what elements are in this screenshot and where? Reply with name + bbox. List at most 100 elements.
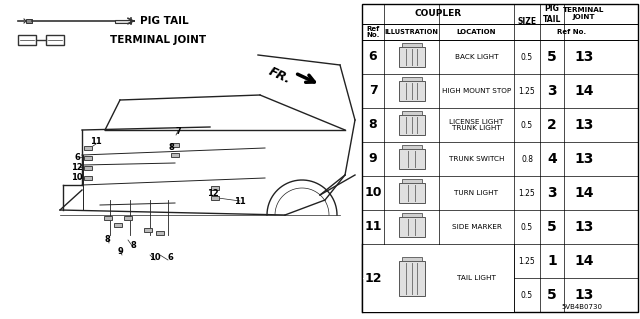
Text: 7: 7 [369,85,378,98]
Text: TERMINAL JOINT: TERMINAL JOINT [110,35,206,45]
Bar [114,223,122,227]
Bar [399,81,424,101]
Text: LICENSE LIGHT
TRUNK LIGHT: LICENSE LIGHT TRUNK LIGHT [449,118,504,131]
Text: PIG
TAIL: PIG TAIL [543,4,561,24]
Bar [401,179,422,183]
Bar [156,231,164,235]
Text: 9: 9 [117,248,123,256]
Bar [399,261,424,295]
Text: FR.: FR. [266,65,293,87]
Text: 0.5: 0.5 [521,222,533,232]
Text: 8: 8 [130,241,136,249]
Bar [399,251,424,271]
Text: 10: 10 [364,187,381,199]
Text: 3: 3 [547,186,557,200]
Bar [211,186,219,190]
Text: 7: 7 [175,127,181,136]
Text: 14: 14 [574,254,594,268]
Bar [401,145,422,149]
Text: 0.5: 0.5 [521,121,533,130]
Text: TERMINAL
JOINT: TERMINAL JOINT [563,8,605,20]
Text: 13: 13 [574,220,594,234]
Text: 9: 9 [369,152,378,166]
Bar [401,256,422,261]
Text: 0.5: 0.5 [521,291,533,300]
Text: 0.5: 0.5 [521,53,533,62]
Bar [84,166,92,170]
Bar [115,19,131,23]
Bar [399,149,424,169]
Text: 5: 5 [547,288,557,302]
Text: 13: 13 [574,50,594,64]
Bar [362,244,514,311]
Text: 12: 12 [207,189,219,197]
Text: 12: 12 [364,271,381,285]
Text: 11: 11 [234,197,246,205]
Text: 0.8: 0.8 [521,154,533,164]
Text: 14: 14 [574,186,594,200]
Text: SIZE: SIZE [517,18,536,26]
Bar [401,77,422,81]
Text: 6: 6 [74,152,80,161]
Bar [399,115,424,135]
Text: 12: 12 [71,162,83,172]
Text: PIG TAIL: PIG TAIL [140,16,189,26]
Bar [401,43,422,47]
Text: COUPLER: COUPLER [415,10,461,19]
Text: 1.25: 1.25 [518,86,536,95]
Text: 11: 11 [364,220,381,234]
Text: 11: 11 [90,137,102,146]
Text: 5: 5 [547,220,557,234]
Bar [104,216,112,220]
Bar [399,217,424,237]
Bar [171,152,179,157]
Text: 13: 13 [574,118,594,132]
Text: TURN LIGHT: TURN LIGHT [454,190,499,196]
Bar [399,183,424,203]
Text: BACK LIGHT: BACK LIGHT [455,54,499,60]
Text: Ref No.: Ref No. [557,29,587,35]
Text: 2: 2 [547,118,557,132]
Text: 1.25: 1.25 [518,189,536,197]
Bar [144,227,152,233]
Text: 8: 8 [104,235,110,244]
Bar [211,196,219,200]
Bar [401,213,422,217]
Bar [399,47,424,67]
Text: HIGH MOUNT STOP: HIGH MOUNT STOP [442,88,511,94]
Bar [124,216,132,220]
Text: 6: 6 [369,50,378,63]
Text: 4: 4 [547,152,557,166]
Text: 10: 10 [71,174,83,182]
Text: 1.25: 1.25 [518,256,536,265]
Text: 10: 10 [149,254,161,263]
Text: 3: 3 [547,84,557,98]
Bar [362,4,638,312]
Bar [26,19,32,23]
Text: 12: 12 [364,255,381,268]
Text: ILLUSTRATION: ILLUSTRATION [385,29,438,35]
Text: Ref
No.: Ref No. [366,26,380,38]
Text: 14: 14 [574,84,594,98]
Bar [18,35,36,45]
Text: 8: 8 [168,144,174,152]
Text: 13: 13 [574,288,594,302]
Bar [401,111,422,115]
Text: SIDE MARKER: SIDE MARKER [452,224,501,230]
Text: 8: 8 [369,118,378,131]
Text: 5VB4B0730: 5VB4B0730 [561,304,602,310]
Text: TAIL LIGHT: TAIL LIGHT [457,275,496,281]
Text: TAIL LIGHT: TAIL LIGHT [457,258,496,264]
Text: LOCATION: LOCATION [457,29,496,35]
Bar [401,247,422,251]
Bar [171,143,179,147]
Text: 5: 5 [547,50,557,64]
Bar [46,35,64,45]
Text: 13: 13 [574,152,594,166]
Bar [84,175,92,181]
Bar [84,145,92,150]
Bar [84,156,92,160]
Text: 6: 6 [167,254,173,263]
Text: 1: 1 [547,254,557,268]
Text: TRUNK SWITCH: TRUNK SWITCH [449,156,504,162]
